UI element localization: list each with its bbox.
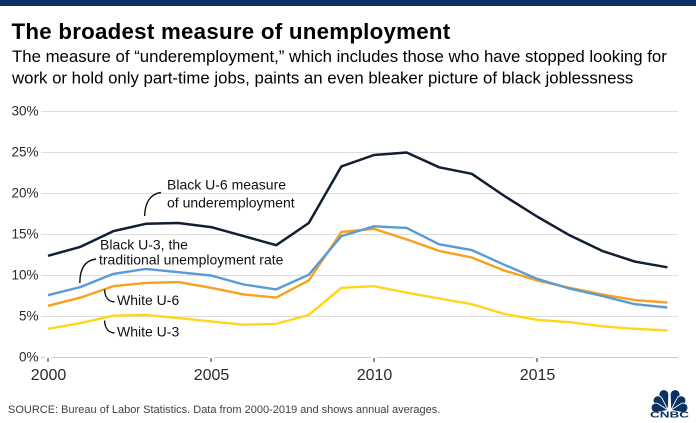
svg-text:0%: 0%: [19, 350, 39, 365]
svg-text:2000: 2000: [31, 367, 67, 384]
svg-text:of underemployment: of underemployment: [167, 195, 295, 211]
svg-text:25%: 25%: [11, 145, 38, 160]
svg-text:15%: 15%: [11, 227, 38, 242]
svg-text:The broadest measure of unempl: The broadest measure of unemployment: [12, 19, 451, 44]
svg-text:The measure of “underemploymen: The measure of “underemployment,” which …: [12, 47, 667, 66]
svg-text:White U-3: White U-3: [117, 323, 179, 339]
svg-text:CNBC: CNBC: [650, 409, 689, 419]
svg-text:20%: 20%: [11, 186, 38, 201]
svg-text:2005: 2005: [194, 367, 230, 384]
svg-text:traditional unemployment rate: traditional unemployment rate: [99, 252, 284, 268]
svg-text:2015: 2015: [520, 367, 556, 384]
svg-text:White U-6: White U-6: [117, 292, 179, 308]
svg-text:SOURCE: Bureau of Labor Statis: SOURCE: Bureau of Labor Statistics. Data…: [8, 404, 440, 416]
svg-text:30%: 30%: [11, 104, 38, 119]
svg-text:Black U-6 measure: Black U-6 measure: [167, 177, 286, 193]
svg-text:2010: 2010: [357, 367, 393, 384]
svg-text:work or hold only part-time jo: work or hold only part-time jobs, paints…: [11, 69, 633, 88]
svg-text:5%: 5%: [19, 309, 39, 324]
svg-text:Black U-3, the: Black U-3, the: [100, 237, 188, 253]
svg-text:10%: 10%: [11, 268, 38, 283]
